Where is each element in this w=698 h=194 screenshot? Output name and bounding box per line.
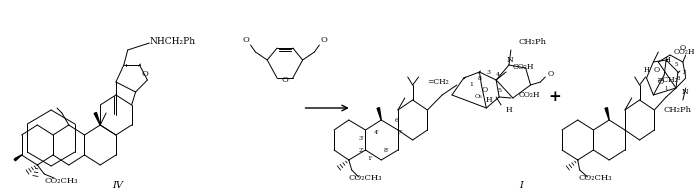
Text: +: + (549, 90, 561, 104)
Text: CO₂CH₃: CO₂CH₃ (44, 177, 77, 185)
Polygon shape (605, 108, 609, 120)
Text: 3: 3 (487, 69, 490, 74)
Text: H: H (505, 106, 512, 114)
Text: O: O (142, 70, 149, 78)
Text: 1': 1' (368, 156, 373, 160)
Text: H: H (665, 56, 671, 64)
Text: NHCH₂Ph: NHCH₂Ph (149, 37, 195, 47)
Text: =CH₂: =CH₂ (656, 76, 678, 84)
Text: 2': 2' (359, 147, 364, 152)
Text: CH₂Ph: CH₂Ph (519, 38, 547, 46)
Text: H: H (644, 66, 650, 74)
Text: N: N (507, 56, 513, 64)
Text: 1: 1 (664, 86, 668, 90)
Text: O: O (242, 36, 249, 44)
Text: O: O (482, 86, 487, 94)
Text: CO₂H: CO₂H (674, 48, 695, 56)
Text: 1: 1 (470, 82, 474, 87)
Text: 4': 4' (373, 130, 379, 134)
Text: CO₂CH₃: CO₂CH₃ (349, 174, 383, 182)
Text: 7': 7' (397, 130, 403, 134)
Text: 6': 6' (395, 118, 401, 122)
Text: O: O (547, 70, 554, 78)
Polygon shape (14, 155, 22, 161)
Text: 3: 3 (683, 69, 687, 74)
Text: CO₂H: CO₂H (519, 91, 540, 99)
Text: IV: IV (112, 182, 124, 191)
Text: O: O (658, 78, 663, 86)
Text: =CH₂: =CH₂ (427, 78, 449, 86)
Text: 8: 8 (676, 75, 680, 81)
Text: CH₂Ph: CH₂Ph (664, 106, 692, 114)
Text: O: O (321, 36, 327, 44)
Text: 8: 8 (477, 75, 482, 81)
Text: 8': 8' (383, 147, 389, 152)
Polygon shape (94, 113, 101, 125)
Text: O: O (680, 44, 686, 52)
Text: H: H (486, 96, 493, 104)
Text: CO₂H: CO₂H (513, 63, 535, 71)
Text: 4: 4 (496, 73, 500, 77)
Text: CO₂CH₃: CO₂CH₃ (579, 174, 612, 182)
Polygon shape (377, 108, 381, 120)
Text: O₆: O₆ (475, 94, 482, 100)
Text: 5: 5 (497, 87, 501, 93)
Text: 5: 5 (674, 62, 678, 68)
Text: O: O (653, 66, 660, 74)
Text: O: O (281, 76, 288, 84)
Text: I: I (519, 182, 523, 191)
Text: 3': 3' (359, 135, 364, 140)
Text: N: N (681, 88, 688, 96)
